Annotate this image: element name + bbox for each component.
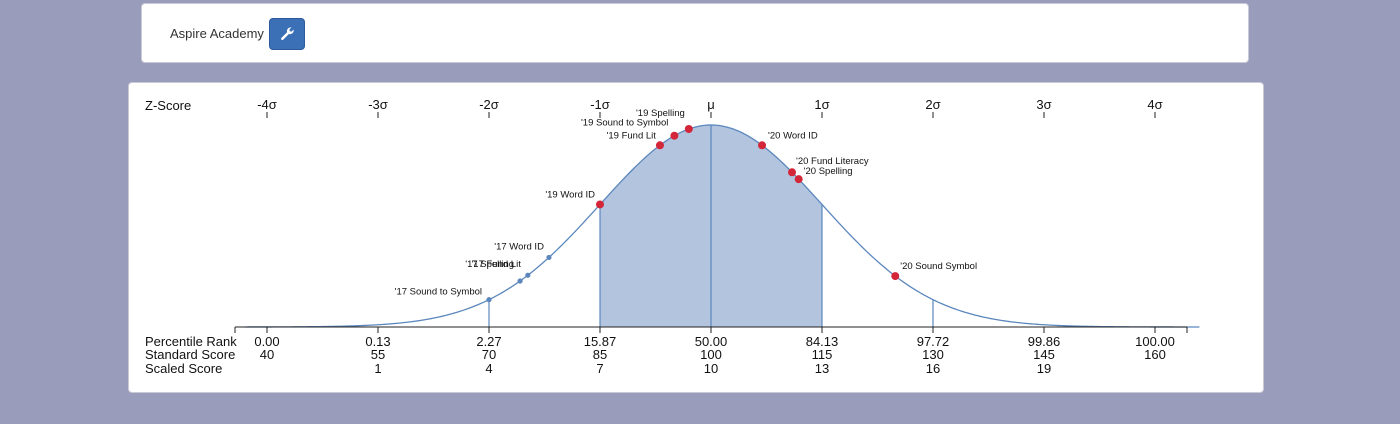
score-row-value: 145 xyxy=(1033,347,1055,362)
score-row-value: 19 xyxy=(1037,361,1051,376)
score-row-value: 160 xyxy=(1144,347,1166,362)
score-row-value: 70 xyxy=(482,347,496,362)
points-group: '17 Sound to Symbol '17 Fund Lit'17 Spell… xyxy=(395,108,977,303)
score-row-value: 2.27 xyxy=(476,334,501,349)
school-name: Aspire Academy xyxy=(170,26,264,41)
bottom-axis-group xyxy=(234,326,1188,333)
score-point-label: '17 Sound to Symbol xyxy=(395,287,482,298)
score-row-value: 100.00 xyxy=(1135,334,1175,349)
z-score-tick-label: -1σ xyxy=(590,97,610,112)
z-score-tick-label: -2σ xyxy=(479,97,499,112)
score-row-value: 0.00 xyxy=(254,334,279,349)
bell-curve-line xyxy=(244,124,1200,328)
score-row-value: 7 xyxy=(596,361,603,376)
score-point xyxy=(670,131,679,140)
score-point xyxy=(517,278,523,284)
score-row-value: 10 xyxy=(704,361,718,376)
score-point-label: '20 Spelling xyxy=(804,166,853,177)
score-point xyxy=(546,254,552,261)
score-row-value: 16 xyxy=(926,361,940,376)
score-point xyxy=(758,141,767,150)
score-row-value: 15.87 xyxy=(584,334,617,349)
z-score-tick-label: 3σ xyxy=(1036,97,1051,112)
score-row-label: Standard Score xyxy=(145,347,235,362)
score-point xyxy=(655,141,664,150)
score-row-value: 85 xyxy=(593,347,607,362)
score-row-label: Percentile Rank xyxy=(145,334,237,349)
z-score-tick-label: -4σ xyxy=(257,97,277,112)
score-row-value: 50.00 xyxy=(695,334,728,349)
header-card: Aspire Academy xyxy=(141,3,1249,63)
score-row-value: 115 xyxy=(812,347,833,362)
score-point-label: '19 Sound to Symbol xyxy=(581,118,668,129)
score-point xyxy=(486,297,492,303)
score-row-value: 55 xyxy=(371,347,385,362)
score-row-value: 4 xyxy=(485,361,492,376)
score-point xyxy=(891,272,900,281)
score-row-value: 100 xyxy=(700,347,722,362)
score-point-label: '17 Fund Lit xyxy=(471,259,521,270)
score-rows-group: Percentile Rank 0.00 0.13 2.27 15.87 50.00 84.… xyxy=(145,334,1175,376)
curve-group xyxy=(244,124,1200,328)
score-point-label: '17 Spelling xyxy=(465,259,514,270)
score-point-label: '20 Sound Symbol xyxy=(900,261,977,272)
score-point xyxy=(788,168,797,177)
z-score-axis-label: Z-Score xyxy=(145,98,191,113)
z-score-tick-label: 1σ xyxy=(814,97,829,112)
bell-curve-chart: Z-Score -4σ -3σ -2σ -1σ μ 1σ 2σ 3σ 4σ Percentile… xyxy=(145,97,1200,376)
z-score-tick-label: -3σ xyxy=(368,97,388,112)
bell-curve-card: Z-Score -4σ -3σ -2σ -1σ μ 1σ 2σ 3σ 4σ Percentile… xyxy=(128,82,1264,393)
score-point xyxy=(684,124,693,133)
score-point-label: '20 Word ID xyxy=(768,130,818,141)
score-row-value: 84.13 xyxy=(806,334,839,349)
score-point xyxy=(525,272,531,278)
vertical-lines-group xyxy=(488,125,934,327)
score-point-label: '19 Spelling xyxy=(636,108,685,119)
score-point-label: '19 Word ID xyxy=(545,189,595,200)
score-point-label: '19 Fund Lit xyxy=(607,130,657,141)
z-score-tick-label: 4σ xyxy=(1147,97,1162,112)
score-row-value: 130 xyxy=(922,347,944,362)
score-row-label: Scaled Score xyxy=(145,361,222,376)
settings-button[interactable] xyxy=(269,18,305,50)
score-point xyxy=(596,200,604,209)
wrench-icon xyxy=(281,27,294,41)
score-row-value: 0.13 xyxy=(365,334,390,349)
score-point-label: '20 Fund Literacy xyxy=(796,156,869,167)
score-row-value: 97.72 xyxy=(917,334,950,349)
score-row-value: 40 xyxy=(260,347,274,362)
z-score-axis-group: Z-Score -4σ -3σ -2σ -1σ μ 1σ 2σ 3σ 4σ xyxy=(145,97,1163,118)
z-score-tick-label: 2σ xyxy=(925,97,940,112)
score-row-value: 1 xyxy=(374,361,381,376)
score-row-value: 13 xyxy=(815,361,829,376)
score-row-value: 99.86 xyxy=(1028,334,1061,349)
score-point xyxy=(794,175,803,184)
score-point-label: '17 Word ID xyxy=(494,241,544,252)
z-score-tick-label: μ xyxy=(707,97,715,112)
